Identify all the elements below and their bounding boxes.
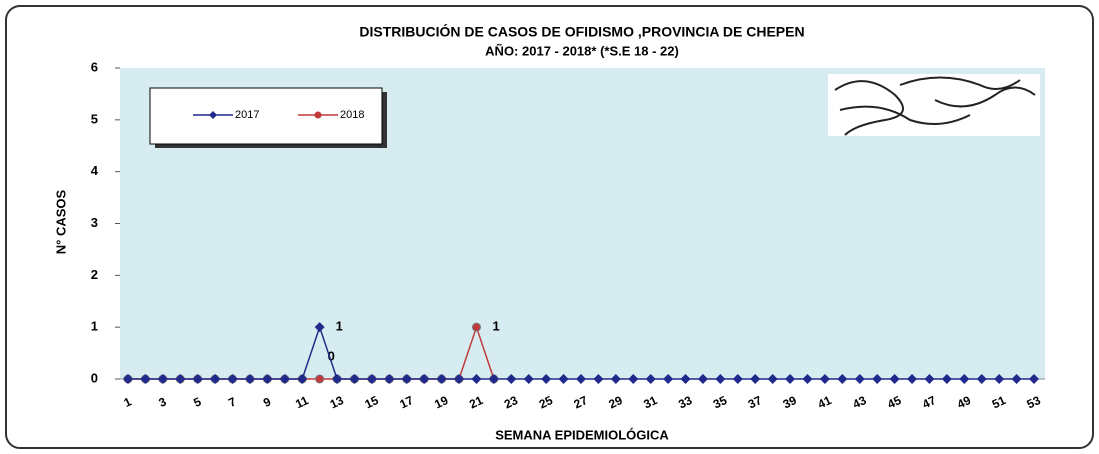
point <box>123 374 133 384</box>
point <box>175 374 186 384</box>
point <box>994 374 1005 384</box>
point <box>558 374 569 384</box>
point <box>854 374 865 384</box>
chart-title: DISTRIBUCIÓN DE CASOS DE OFIDISMO ,PROVI… <box>359 23 804 40</box>
point <box>157 374 168 384</box>
data-label: 1 <box>336 319 343 334</box>
point <box>541 374 552 384</box>
y-tick-label: 6 <box>91 59 98 74</box>
point <box>976 374 987 384</box>
point <box>645 374 656 384</box>
x-tick-label: 51 <box>990 393 1008 411</box>
point <box>924 374 935 384</box>
point <box>1011 374 1022 384</box>
x-tick-label: 15 <box>363 393 381 411</box>
point <box>401 374 412 384</box>
x-tick-label: 35 <box>711 393 729 411</box>
point <box>454 374 465 384</box>
y-tick-label: 0 <box>91 370 98 385</box>
x-tick-label: 31 <box>641 393 659 411</box>
point <box>697 374 708 384</box>
x-tick-label: 33 <box>676 393 694 411</box>
point <box>663 374 674 384</box>
point <box>436 374 447 384</box>
x-tick-label: 17 <box>397 393 415 411</box>
point <box>593 374 604 384</box>
point <box>872 374 883 384</box>
point <box>471 322 481 332</box>
x-tick-label: 29 <box>606 393 624 411</box>
data-label: 0 <box>328 348 335 363</box>
x-tick-label: 13 <box>328 393 346 411</box>
x-tick-label: 25 <box>537 393 555 411</box>
point <box>785 374 796 384</box>
y-tick-label: 2 <box>91 267 98 282</box>
legend-marker <box>314 111 322 119</box>
point <box>750 374 761 384</box>
point <box>419 374 430 384</box>
point <box>837 374 848 384</box>
x-tick-label: 23 <box>502 393 520 411</box>
point <box>488 374 499 384</box>
point <box>297 374 308 384</box>
x-tick-label: 39 <box>781 393 799 411</box>
point <box>471 374 482 384</box>
y-axis-label: N° CASOS <box>53 189 68 254</box>
x-tick-label: 37 <box>746 393 764 411</box>
legend-label: 2017 <box>235 109 259 121</box>
point <box>506 374 517 384</box>
point <box>227 374 238 384</box>
x-tick-label: 49 <box>955 393 973 411</box>
point <box>192 374 203 384</box>
point <box>732 374 743 384</box>
y-tick-label: 5 <box>91 111 98 126</box>
legend-label: 2018 <box>340 109 364 121</box>
x-tick-label: 45 <box>885 393 903 411</box>
point <box>332 374 343 384</box>
x-tick-label: 11 <box>293 393 311 411</box>
point <box>680 374 691 384</box>
point <box>767 374 778 384</box>
data-label: 1 <box>492 319 499 334</box>
x-axis-label: SEMANA EPIDEMIOLÓGICA <box>495 427 669 442</box>
point <box>349 374 360 384</box>
point <box>576 374 586 384</box>
y-tick-label: 3 <box>91 215 98 230</box>
point <box>314 322 325 333</box>
point <box>262 374 273 384</box>
point <box>907 374 918 384</box>
x-tick-label: 53 <box>1025 393 1043 411</box>
point <box>210 374 221 384</box>
legend <box>149 87 387 148</box>
x-tick-label: 43 <box>850 393 868 411</box>
x-tick-label: 41 <box>816 393 834 411</box>
x-tick-label: 21 <box>467 393 485 411</box>
point <box>315 374 325 384</box>
point <box>610 374 621 384</box>
point <box>941 374 952 384</box>
point <box>959 374 970 384</box>
point <box>244 374 255 384</box>
y-tick-label: 4 <box>91 163 99 178</box>
point <box>715 374 726 384</box>
point <box>140 374 151 384</box>
point <box>384 374 395 384</box>
point <box>366 374 377 384</box>
point <box>628 374 639 384</box>
point <box>802 374 813 384</box>
point <box>1029 374 1039 384</box>
chart-subtitle: AÑO: 2017 - 2018* (*S.E 18 - 22) <box>485 43 679 58</box>
x-tick-label: 19 <box>432 393 450 411</box>
x-tick-label: 47 <box>920 393 938 411</box>
point <box>889 374 900 384</box>
x-tick-label: 27 <box>572 393 590 411</box>
point <box>279 374 290 384</box>
legend-marker <box>209 111 217 119</box>
y-tick-label: 1 <box>91 319 98 334</box>
point <box>819 374 830 384</box>
decoration <box>828 74 1040 136</box>
point <box>523 374 534 384</box>
